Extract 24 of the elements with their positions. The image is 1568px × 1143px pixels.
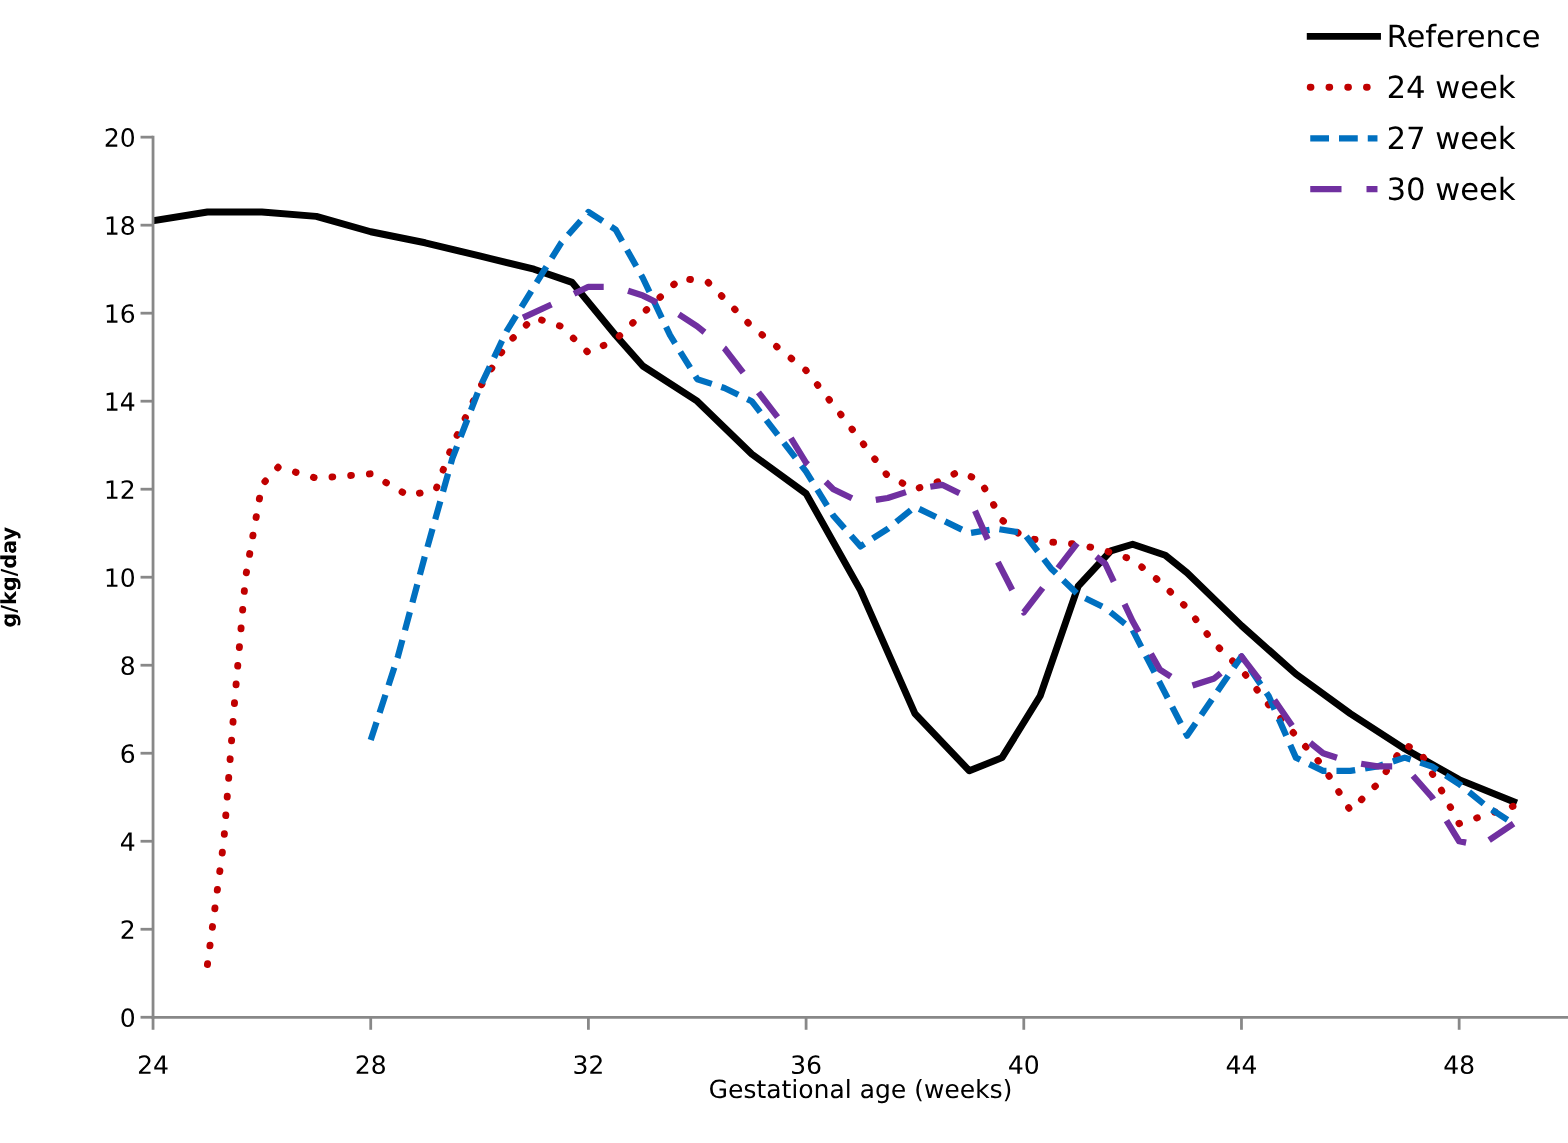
legend-label: Reference [1389, 23, 1539, 48]
x-tick-label: 36 [792, 1055, 821, 1075]
y-tick-label: 6 [121, 744, 135, 764]
y-tick-label: 20 [105, 128, 135, 148]
x-tick-label: 48 [1444, 1055, 1474, 1075]
x-tick-label: 24 [138, 1055, 168, 1074]
y-axis-title: g/kg/day [0, 527, 21, 627]
legend-label: 27 week [1388, 125, 1516, 150]
x-tick-label: 40 [1009, 1055, 1039, 1075]
y-tick-label: 0 [121, 1008, 135, 1028]
y-tick-label: 4 [120, 832, 135, 851]
y-tick-label: 16 [106, 304, 135, 324]
y-tick-label: 12 [106, 480, 134, 499]
x-tick-label: 44 [1226, 1055, 1256, 1074]
x-tick-label: 32 [574, 1055, 602, 1075]
y-tick-label: 18 [106, 216, 134, 236]
legend-label: 24 week [1388, 74, 1516, 99]
y-tick-label: 8 [121, 656, 134, 676]
y-tick-label: 14 [106, 392, 135, 411]
x-axis-title: Gestational age (weeks) [710, 1078, 1011, 1104]
y-tick-label: 2 [121, 920, 134, 939]
legend-label: 30 week [1388, 176, 1516, 201]
y-tick-label: 10 [106, 568, 135, 588]
x-tick-label: 28 [356, 1055, 385, 1075]
